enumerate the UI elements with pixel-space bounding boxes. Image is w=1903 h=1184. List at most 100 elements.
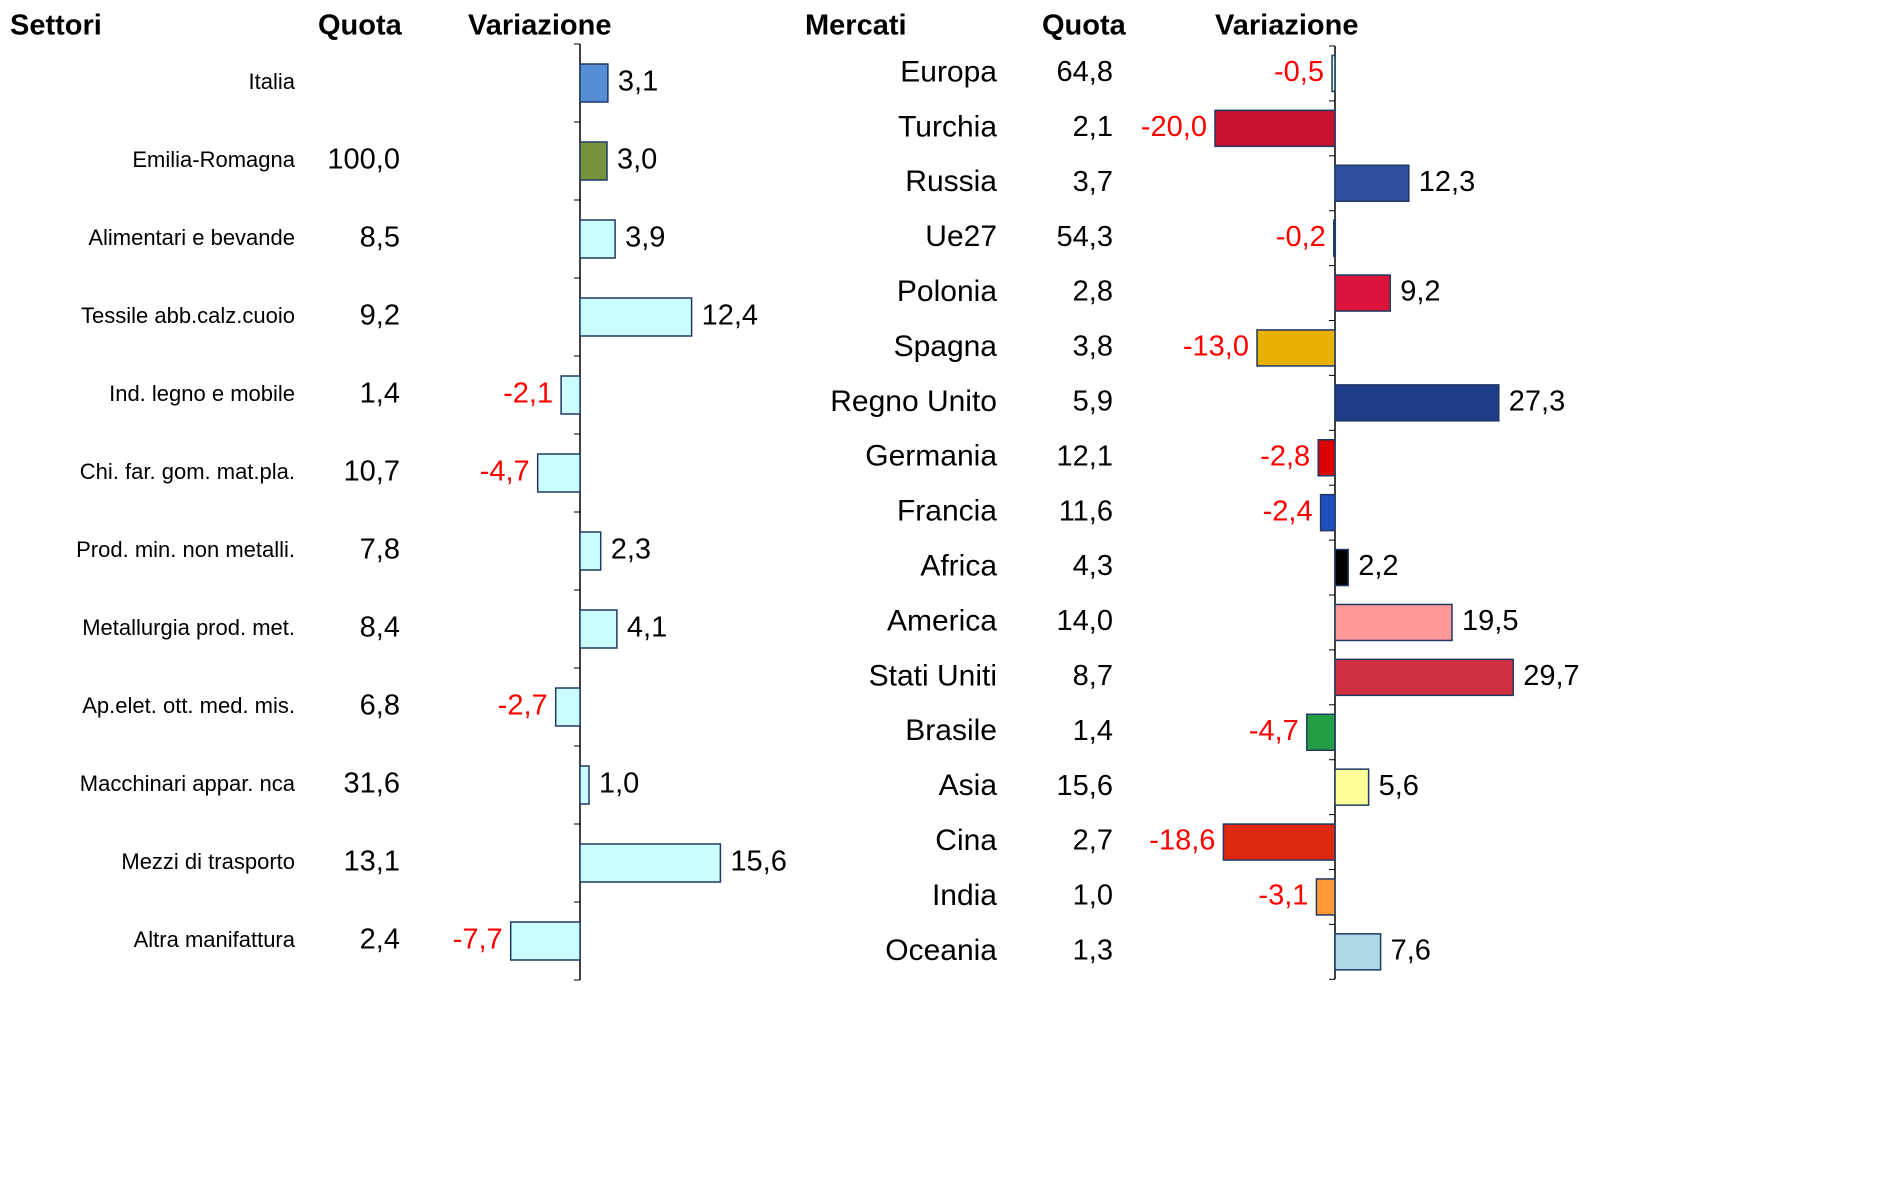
- quota-label: 54,3: [1057, 221, 1113, 253]
- category-label: Asia: [939, 769, 998, 802]
- category-label: Ap.elet. ott. med. mis.: [82, 693, 295, 718]
- quota-label: 100,0: [327, 144, 400, 176]
- bar: [580, 142, 607, 180]
- bar: [580, 844, 720, 882]
- quota-label: 1,0: [1073, 880, 1113, 912]
- bar: [1335, 934, 1381, 970]
- bar: [580, 220, 615, 258]
- quota-label: 3,7: [1073, 166, 1113, 198]
- value-label: 15,6: [730, 846, 786, 878]
- quota-label: 7,8: [360, 534, 400, 566]
- category-label: Francia: [897, 495, 997, 528]
- bar: [1257, 330, 1335, 366]
- value-label: 12,4: [702, 300, 758, 332]
- quota-label: 6,8: [360, 690, 400, 722]
- bar: [538, 454, 580, 492]
- value-label: -2,1: [503, 378, 553, 410]
- quota-label: 13,1: [344, 846, 400, 878]
- value-label: -3,1: [1258, 880, 1308, 912]
- category-label: Emilia-Romagna: [132, 147, 295, 172]
- bar: [580, 610, 617, 648]
- value-label: -7,7: [453, 924, 503, 956]
- quota-label: 2,1: [1073, 111, 1113, 143]
- bar: [1332, 55, 1335, 91]
- value-label: -4,7: [480, 456, 530, 488]
- value-label: 2,3: [611, 534, 651, 566]
- category-label: Altra manifattura: [134, 927, 296, 952]
- value-label: 19,5: [1462, 605, 1518, 637]
- bar: [1321, 495, 1335, 531]
- quota-label: 8,4: [360, 612, 400, 644]
- bar: [1335, 769, 1369, 805]
- category-label: Metallurgia prod. met.: [82, 615, 295, 640]
- bar: [1318, 440, 1335, 476]
- category-label: America: [887, 604, 997, 637]
- category-label: Turchia: [898, 110, 997, 143]
- value-label: 2,2: [1358, 550, 1398, 582]
- quota-label: 14,0: [1057, 605, 1113, 637]
- quota-label: 1,4: [360, 378, 400, 410]
- category-label: Ind. legno e mobile: [109, 381, 295, 406]
- bar: [556, 688, 580, 726]
- value-label: 3,1: [618, 66, 658, 98]
- value-label: -13,0: [1183, 331, 1249, 363]
- bar: [580, 532, 601, 570]
- chart: Settori Quota Variazione Mercati Quota V…: [0, 0, 1903, 1184]
- bar: [561, 376, 580, 414]
- value-label: 7,6: [1391, 935, 1431, 967]
- bar: [1334, 220, 1336, 256]
- category-label: Africa: [920, 549, 997, 582]
- bar: [1316, 879, 1335, 915]
- bar: [1335, 604, 1452, 640]
- bar: [1223, 824, 1335, 860]
- column-header: Variazione: [468, 10, 611, 42]
- value-label: 1,0: [599, 768, 639, 800]
- value-label: 12,3: [1419, 166, 1475, 198]
- value-label: 27,3: [1509, 386, 1565, 418]
- bar: [511, 922, 580, 960]
- quota-label: 11,6: [1059, 495, 1113, 527]
- category-label: Oceania: [885, 934, 997, 967]
- category-label: Spagna: [894, 330, 998, 363]
- value-label: -4,7: [1249, 715, 1299, 747]
- category-label: Germania: [865, 440, 997, 473]
- bar: [1335, 165, 1409, 201]
- category-label: Italia: [249, 69, 296, 94]
- bar: [1335, 275, 1390, 311]
- value-label: 9,2: [1400, 276, 1440, 308]
- category-label: Brasile: [905, 714, 997, 747]
- quota-label: 12,1: [1057, 440, 1113, 472]
- bar: [580, 766, 589, 804]
- value-label: 5,6: [1379, 770, 1419, 802]
- value-label: -0,5: [1274, 56, 1324, 88]
- bar: [580, 298, 692, 336]
- category-label: Tessile abb.calz.cuoio: [81, 303, 295, 328]
- quota-label: 31,6: [344, 768, 400, 800]
- category-label: Regno Unito: [830, 385, 997, 418]
- column-header: Quota: [318, 10, 403, 42]
- category-label: Mezzi di trasporto: [121, 849, 295, 874]
- value-label: 3,9: [625, 222, 665, 254]
- quota-label: 4,3: [1073, 550, 1113, 582]
- quota-label: 8,7: [1073, 660, 1113, 692]
- bar: [1335, 659, 1513, 695]
- quota-label: 1,4: [1073, 715, 1113, 747]
- column-header: Quota: [1042, 10, 1127, 42]
- value-label: 29,7: [1523, 660, 1579, 692]
- bar: [1335, 550, 1348, 586]
- bar: [1307, 714, 1335, 750]
- category-label: Prod. min. non metalli.: [76, 537, 295, 562]
- column-header: Settori: [10, 10, 102, 42]
- category-label: India: [932, 879, 997, 912]
- bar: [580, 64, 608, 102]
- category-label: Macchinari appar. nca: [80, 771, 296, 796]
- category-label: Stati Uniti: [869, 659, 997, 692]
- quota-label: 64,8: [1057, 56, 1113, 88]
- value-label: -18,6: [1149, 825, 1215, 857]
- bar: [1215, 110, 1335, 146]
- quota-label: 2,8: [1073, 276, 1113, 308]
- value-label: -2,7: [498, 690, 548, 722]
- category-label: Chi. far. gom. mat.pla.: [80, 459, 295, 484]
- category-label: Cina: [935, 824, 997, 857]
- quota-label: 1,3: [1073, 935, 1113, 967]
